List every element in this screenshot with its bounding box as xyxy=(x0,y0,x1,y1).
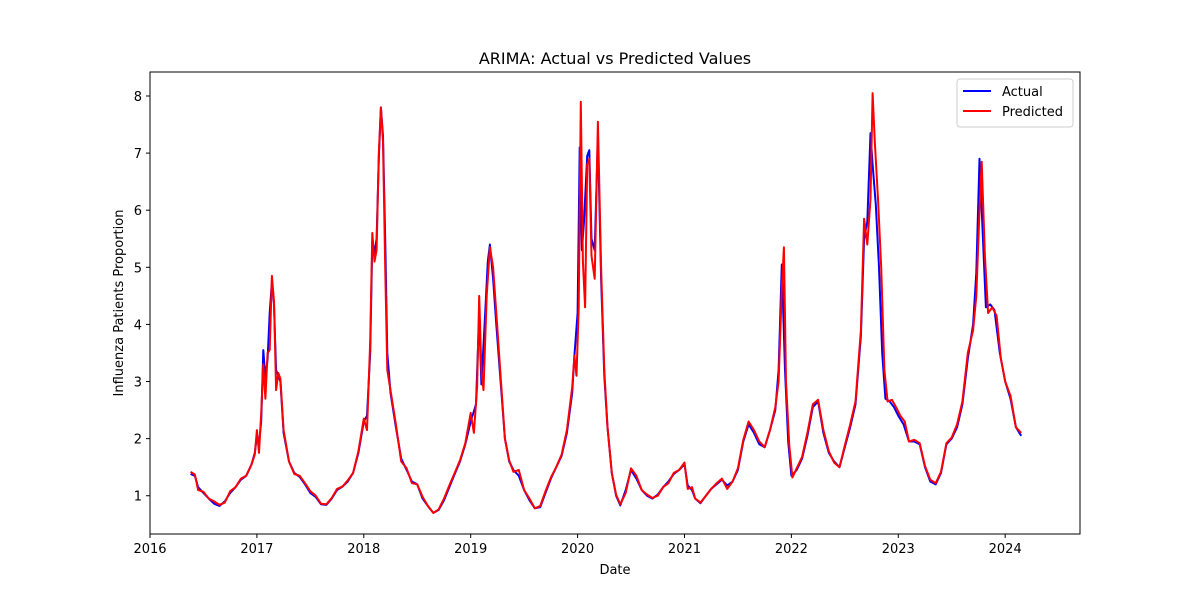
y-tick-label: 2 xyxy=(134,433,142,448)
x-tick-label: 2018 xyxy=(347,542,380,557)
series-line-actual xyxy=(190,106,1023,514)
y-axis-label: Influenza Patients Proportion xyxy=(112,210,127,397)
y-axis: 1 2 3 4 5 6 7 8 xyxy=(134,90,150,505)
chart-title: ARIMA: Actual vs Predicted Values xyxy=(479,49,751,68)
y-tick-label: 4 xyxy=(134,318,142,333)
series-layer xyxy=(190,92,1023,514)
legend: Actual Predicted xyxy=(956,78,1074,128)
y-tick-label: 6 xyxy=(134,204,142,219)
x-tick-label: 2016 xyxy=(133,542,166,557)
y-tick-label: 1 xyxy=(134,490,142,505)
x-axis-label: Date xyxy=(599,563,630,578)
y-tick-label: 7 xyxy=(134,147,142,162)
x-tick-label: 2024 xyxy=(989,542,1022,557)
x-tick-label: 2021 xyxy=(668,542,701,557)
y-tick-label: 8 xyxy=(134,90,142,105)
y-tick-label: 3 xyxy=(134,376,142,391)
legend-label-actual: Actual xyxy=(1002,85,1043,100)
x-tick-label: 2020 xyxy=(561,542,594,557)
y-tick-label: 5 xyxy=(134,261,142,276)
x-tick-label: 2023 xyxy=(882,542,915,557)
x-tick-label: 2017 xyxy=(240,542,273,557)
series-line-predicted xyxy=(190,92,1022,514)
plot-frame xyxy=(149,71,1081,535)
legend-label-predicted: Predicted xyxy=(1002,105,1063,120)
x-axis: 2016 2017 2018 2019 2020 2021 2022 2023 2024 xyxy=(133,534,1022,557)
x-tick-label: 2019 xyxy=(454,542,487,557)
x-tick-label: 2022 xyxy=(775,542,808,557)
